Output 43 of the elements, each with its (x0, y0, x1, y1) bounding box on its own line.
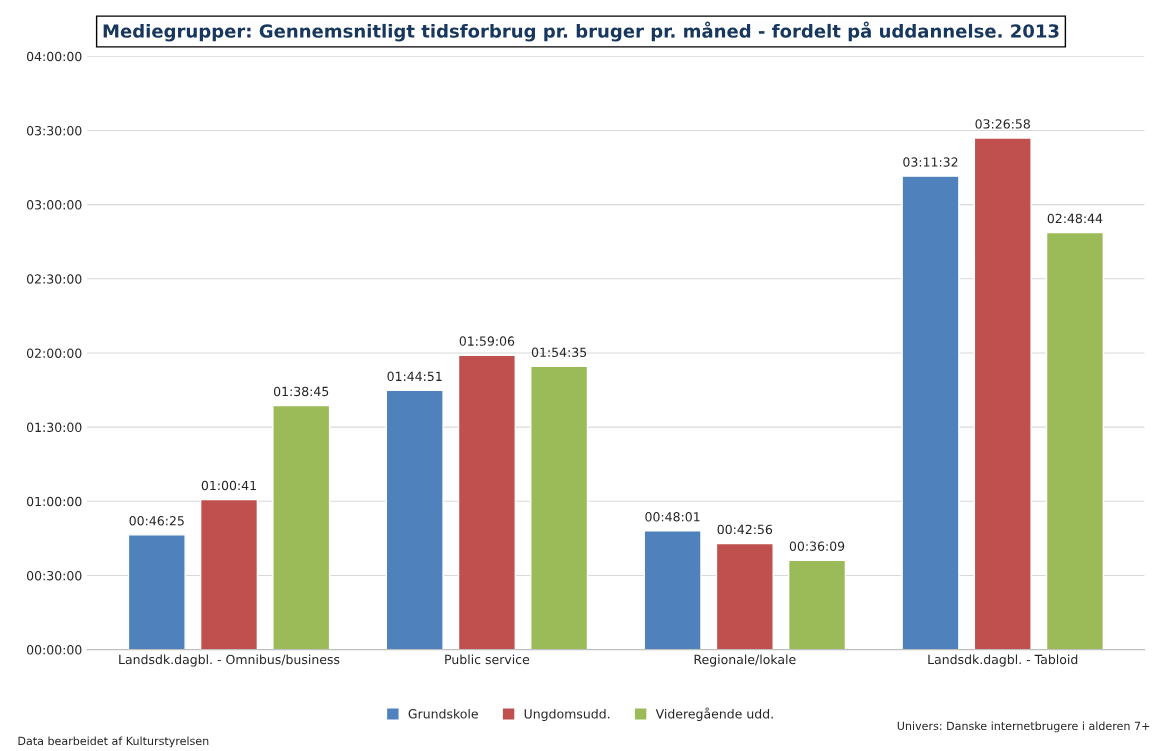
bar (199, 498, 259, 650)
y-tick-label: 02:30:00 (26, 274, 82, 284)
bar (901, 175, 960, 650)
y-tick-label: 03:00:00 (26, 200, 82, 210)
data-label: 00:48:01 (645, 512, 700, 522)
x-tick-label: Landsdk.dagbl. - Omnibus/business (119, 654, 340, 667)
legend-label: Ungdomsudd. (524, 708, 610, 721)
bar (127, 534, 186, 650)
bar (643, 530, 702, 650)
data-label: 01:38:45 (273, 386, 329, 397)
y-tick-label: 01:30:00 (26, 422, 82, 433)
data-label: 03:26:58 (975, 119, 1030, 129)
y-tick-label: 00:30:00 (26, 570, 82, 581)
bar (1045, 231, 1104, 650)
data-label: 03:11:32 (903, 157, 958, 167)
data-label: 00:42:56 (717, 524, 773, 535)
data-label: 01:54:35 (531, 347, 587, 357)
data-label: 00:46:25 (129, 516, 184, 526)
x-tick-label: Public service (445, 654, 530, 665)
text: Univers: Danske internetbrugere i alderen 7+ (897, 721, 1150, 733)
bar (973, 137, 1032, 650)
data-label: 01:00:41 (201, 480, 256, 491)
bar (272, 404, 331, 650)
data-label: 00:36:09 (789, 541, 845, 551)
y-tick-label: 00:00:00 (26, 645, 82, 655)
bar (787, 559, 847, 650)
data-label: 01:44:51 (387, 371, 442, 382)
x-tick-label: Landsdk.dagbl. - Tabloid (928, 654, 1078, 667)
bar (715, 542, 774, 650)
legend-label: Videregående udd. (655, 707, 773, 721)
bar (385, 389, 444, 650)
y-tick-label: 01:00:00 (26, 496, 82, 507)
bar (530, 365, 589, 650)
data-label: 02:48:44 (1047, 213, 1103, 224)
chart-title: Mediegrupper: Gennemsnitligt tidsforbrug pr. bruger pr. måned - fordelt på uddannelse. 2013 (103, 21, 1059, 42)
bar (457, 354, 516, 650)
data-label: 01:59:06 (459, 336, 515, 346)
text: Data bearbeidet af Kulturstyrelsen (18, 736, 209, 748)
y-tick-label: 02:00:00 (26, 348, 82, 358)
legend-label: Grundskole (408, 708, 478, 719)
y-tick-label: 04:00:00 (26, 51, 82, 62)
x-tick-label: Regionale/lokale (694, 654, 796, 667)
y-tick-label: 03:30:00 (26, 125, 82, 136)
